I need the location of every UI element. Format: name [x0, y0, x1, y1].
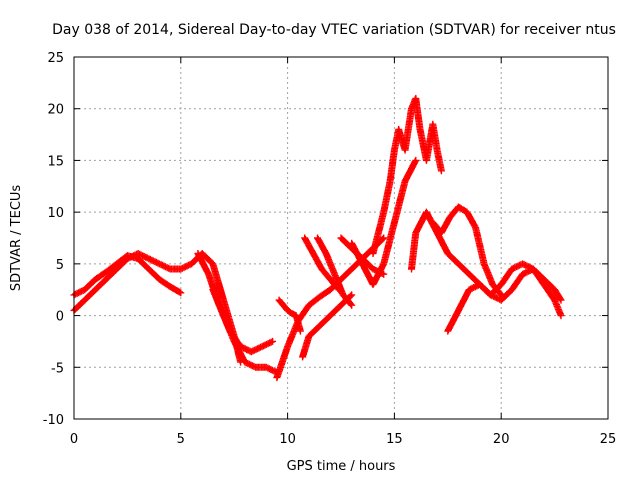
series-marks — [275, 296, 304, 335]
series-marks — [348, 156, 420, 288]
series-arc-14 — [444, 265, 565, 335]
series-arc-8 — [301, 234, 343, 294]
y-tick-label: 5 — [56, 258, 64, 273]
chart-title: Day 038 of 2014, Sidereal Day-to-day VTE… — [52, 22, 616, 38]
y-tick-label: 15 — [47, 154, 64, 169]
series-marks — [314, 234, 356, 309]
series-marks — [70, 252, 185, 299]
plot-frame — [73, 56, 609, 420]
y-tick-label: -5 — [51, 361, 64, 376]
x-tick-label: 20 — [493, 432, 510, 447]
series-arc-12 — [369, 94, 445, 257]
series-arc-4 — [209, 286, 281, 376]
data-marks — [70, 94, 565, 382]
x-tick-labels: 0 5 10 15 20 25 — [70, 432, 616, 447]
y-tick-label: -10 — [43, 413, 64, 428]
x-tick-label: 25 — [600, 432, 617, 447]
series-arc-2 — [70, 252, 185, 299]
grid-lines — [74, 57, 608, 419]
x-tick-label: 5 — [177, 432, 185, 447]
series-arc-15 — [429, 203, 505, 299]
y-tick-label: 25 — [47, 51, 64, 66]
x-tick-label: 10 — [279, 432, 296, 447]
x-tick-label: 15 — [386, 432, 403, 447]
y-tick-label: 10 — [47, 206, 64, 221]
series-marks — [369, 94, 445, 257]
series-marks — [301, 234, 343, 294]
x-axis-label: GPS time / hours — [287, 459, 396, 474]
y-tick-label: 0 — [56, 310, 64, 325]
series-arc-9 — [314, 234, 356, 309]
x-tick-label: 0 — [70, 432, 78, 447]
y-tick-labels: -10 -5 0 5 10 15 20 25 — [43, 51, 64, 428]
series-arc-11 — [348, 156, 420, 288]
series-marks — [444, 265, 565, 335]
series-marks — [429, 203, 505, 299]
series-arc-6 — [275, 296, 304, 335]
y-tick-label: 20 — [47, 103, 64, 118]
y-axis-label: SDTVAR / TECUs — [9, 185, 24, 292]
series-marks — [209, 286, 281, 376]
axis-ticks — [73, 56, 609, 420]
